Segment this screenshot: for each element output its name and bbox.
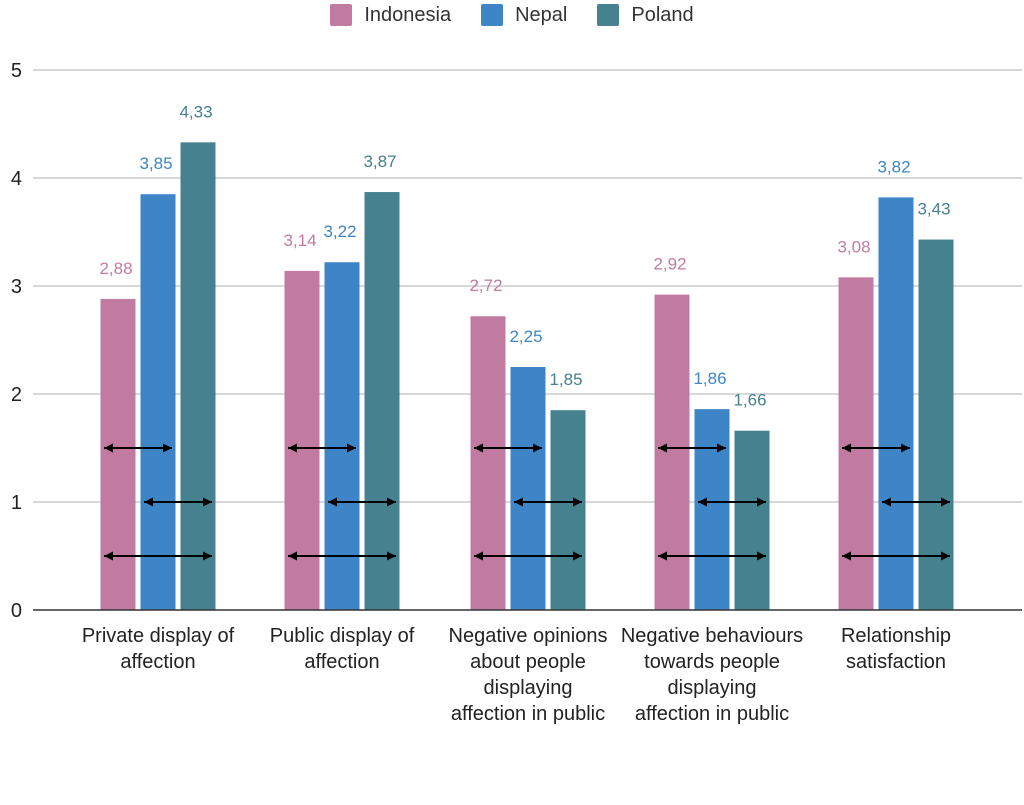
data-label: 3,43 [917,200,950,219]
y-tick-label: 1 [11,492,22,514]
data-label: 4,33 [179,102,212,121]
data-label: 3,14 [283,231,316,250]
bar [918,239,954,610]
category-label: Private display of affection [82,625,235,673]
category-label-line: affection [304,651,379,673]
data-label: 3,87 [363,152,396,171]
data-label: 2,88 [99,259,132,278]
category-label-line: satisfaction [846,651,946,673]
category-label-line: affection in public [635,703,789,725]
legend-label-nepal: Nepal [515,3,568,26]
data-label: 1,85 [549,370,582,389]
legend-item-poland: Poland [597,3,694,27]
data-label: 2,72 [469,276,502,295]
category-label: Negative behaviours towards people display… [621,625,803,725]
category-label: Negative opinions about people displaying a… [449,625,608,725]
y-tick-label: 4 [11,168,22,190]
legend-label-indonesia: Indonesia [364,3,452,26]
category-label-line: affection [120,651,195,673]
bar [838,277,874,610]
y-tick-label: 3 [11,276,22,298]
category-label-line: Negative behaviours [621,625,803,647]
bar [100,298,136,610]
category-label: Public display of affection [270,625,415,673]
bar [654,294,690,610]
data-label: 3,22 [323,222,356,241]
category-label-line: displaying [668,677,757,699]
data-label: 2,25 [509,327,542,346]
bar [324,262,360,610]
bar [470,316,506,610]
legend: Indonesia Nepal Poland [0,0,1024,30]
bar [878,197,914,610]
category-label: Relationship satisfaction [841,625,951,673]
y-tick-label: 2 [11,384,22,406]
legend-label-poland: Poland [631,3,694,26]
category-label-line: displaying [484,677,573,699]
data-label: 3,82 [877,157,910,176]
legend-swatch-indonesia [330,4,353,26]
data-label: 2,92 [653,255,686,274]
category-label-line: Public display of [270,625,415,647]
data-label: 1,66 [733,391,766,410]
bar [284,270,320,610]
y-tick-label: 0 [11,600,22,622]
category-label-line: Relationship [841,625,951,647]
data-label: 3,85 [139,154,172,173]
bar [694,409,730,610]
data-label: 3,08 [837,237,870,256]
category-label-line: affection in public [451,703,605,725]
data-label: 1,86 [693,369,726,388]
category-label-line: Negative opinions [449,625,608,647]
legend-swatch-poland [597,4,620,26]
bar [734,430,770,610]
category-label-line: Private display of [82,625,235,647]
legend-swatch-nepal [481,4,504,26]
bar [550,410,586,610]
legend-item-indonesia: Indonesia [330,4,451,27]
y-tick-label: 5 [11,60,22,82]
legend-item-nepal: Nepal [481,4,567,27]
bar [180,142,216,611]
bar [140,194,176,610]
category-label-line: towards people [644,651,780,673]
bar [510,367,546,610]
category-label-line: about people [470,651,586,673]
bar [364,192,400,611]
